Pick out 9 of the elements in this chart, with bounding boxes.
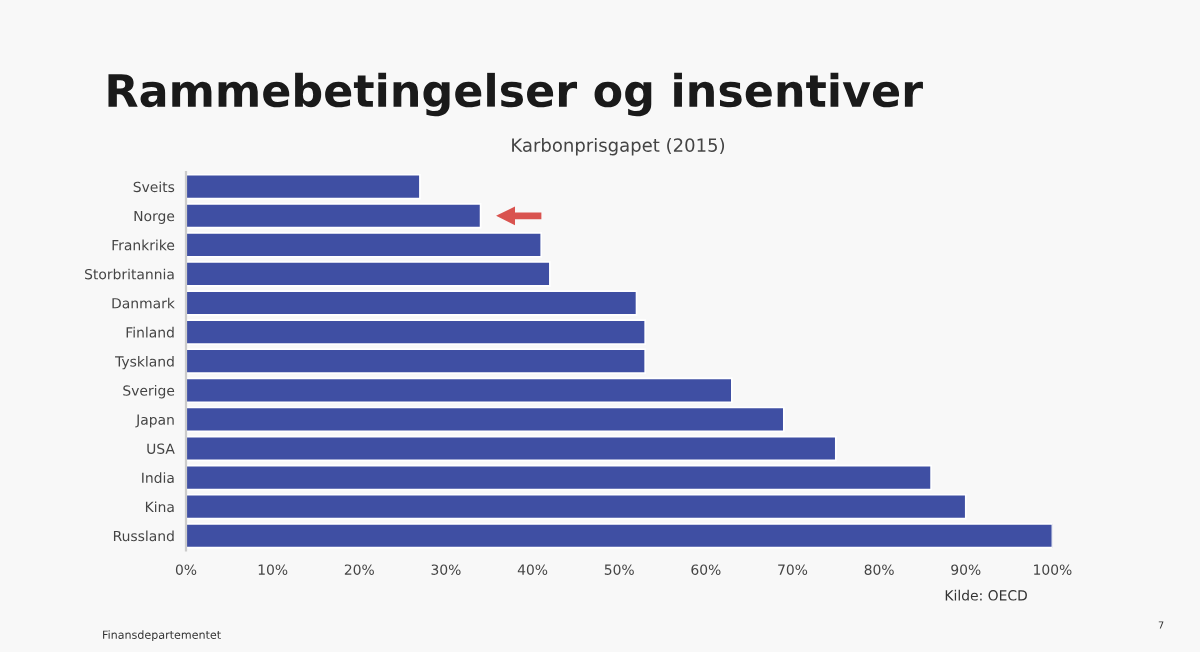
bar <box>186 522 1053 549</box>
bar <box>186 406 785 433</box>
bar <box>186 435 837 462</box>
bar <box>186 464 932 491</box>
chart-subtitle: Karbonprisgapet (2015) <box>512 137 725 156</box>
bar <box>186 493 967 520</box>
bar <box>186 377 733 404</box>
chart-title: Rammebetingelser og insentiver <box>108 72 923 117</box>
bar <box>186 173 421 200</box>
